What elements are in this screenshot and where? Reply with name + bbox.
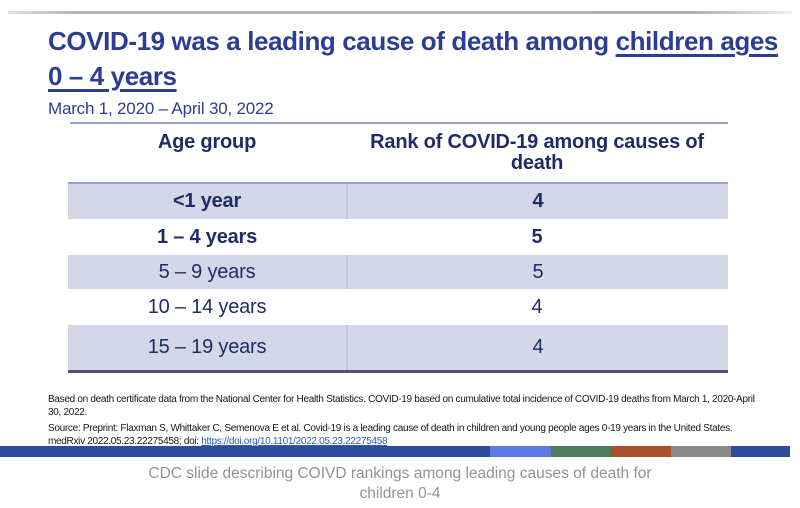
footnote-line-1: Based on death certificate data from the… bbox=[48, 394, 755, 418]
color-bar-segment-royal-blue bbox=[490, 446, 551, 457]
table-row: 10 – 14 years 4 bbox=[68, 289, 728, 325]
table-row: 15 – 19 years 4 bbox=[68, 325, 728, 370]
color-bar-segment-green bbox=[551, 446, 611, 457]
slide-title: COVID-19 was a leading cause of death am… bbox=[48, 24, 788, 94]
title-underlined-children-ages: children ages bbox=[615, 26, 779, 56]
top-divider-line bbox=[8, 11, 792, 14]
table-body: <1 year 4 1 – 4 years 5 5 – 9 years 5 10… bbox=[68, 184, 728, 373]
col-header-rank: Rank of COVID-19 among causes of death bbox=[370, 131, 704, 174]
rank-cell: 5 bbox=[531, 225, 543, 248]
table-header-row: Age group Rank of COVID-19 among causes … bbox=[68, 128, 728, 184]
footnotes: Based on death certificate data from the… bbox=[48, 393, 770, 451]
image-caption: CDC slide describing COIVD rankings amon… bbox=[0, 464, 800, 504]
color-bar-segment-navy-end bbox=[731, 446, 790, 457]
table-row: <1 year 4 bbox=[68, 184, 728, 219]
rank-cell: 4 bbox=[531, 295, 543, 318]
col-header-age-group: Age group bbox=[157, 131, 257, 153]
caption-line-1: CDC slide describing COIVD rankings amon… bbox=[148, 465, 652, 482]
rank-table: Age group Rank of COVID-19 among causes … bbox=[68, 128, 728, 373]
age-group-cell: 1 – 4 years bbox=[156, 225, 258, 248]
rank-cell: 4 bbox=[346, 184, 728, 219]
caption-line-2: children 0-4 bbox=[359, 485, 441, 502]
brand-color-bar bbox=[0, 446, 800, 457]
rank-cell: 5 bbox=[346, 255, 728, 289]
title-underlined-0-4-years: 0 – 4 years bbox=[48, 61, 177, 91]
age-group-cell: 15 – 19 years bbox=[147, 336, 267, 358]
table-row: 5 – 9 years 5 bbox=[68, 255, 728, 289]
footnote-line-2: Source: Preprint: Flaxman S, Whittaker C… bbox=[48, 422, 770, 448]
age-group-cell: 5 – 9 years bbox=[158, 260, 256, 283]
doi-link[interactable]: https://doi.org/10.1101/2022.05.23.22275… bbox=[201, 436, 388, 447]
color-bar-segment-navy-main bbox=[0, 446, 490, 457]
color-bar-segment-rust bbox=[611, 446, 671, 457]
table-row: 1 – 4 years 5 bbox=[68, 219, 728, 255]
title-text-plain: COVID-19 was a leading cause of death am… bbox=[48, 26, 616, 56]
footnote-source-text: Source: Preprint: Flaxman S, Whittaker C… bbox=[48, 423, 733, 447]
age-group-cell: 10 – 14 years bbox=[147, 295, 267, 318]
subtitle-rule bbox=[70, 122, 728, 124]
date-range-subtitle: March 1, 2020 – April 30, 2022 bbox=[48, 99, 274, 118]
age-group-cell: <1 year bbox=[172, 190, 242, 212]
rank-cell: 4 bbox=[346, 325, 728, 370]
color-bar-segment-gray bbox=[671, 446, 731, 457]
color-bar-segment-white-end bbox=[790, 446, 800, 457]
